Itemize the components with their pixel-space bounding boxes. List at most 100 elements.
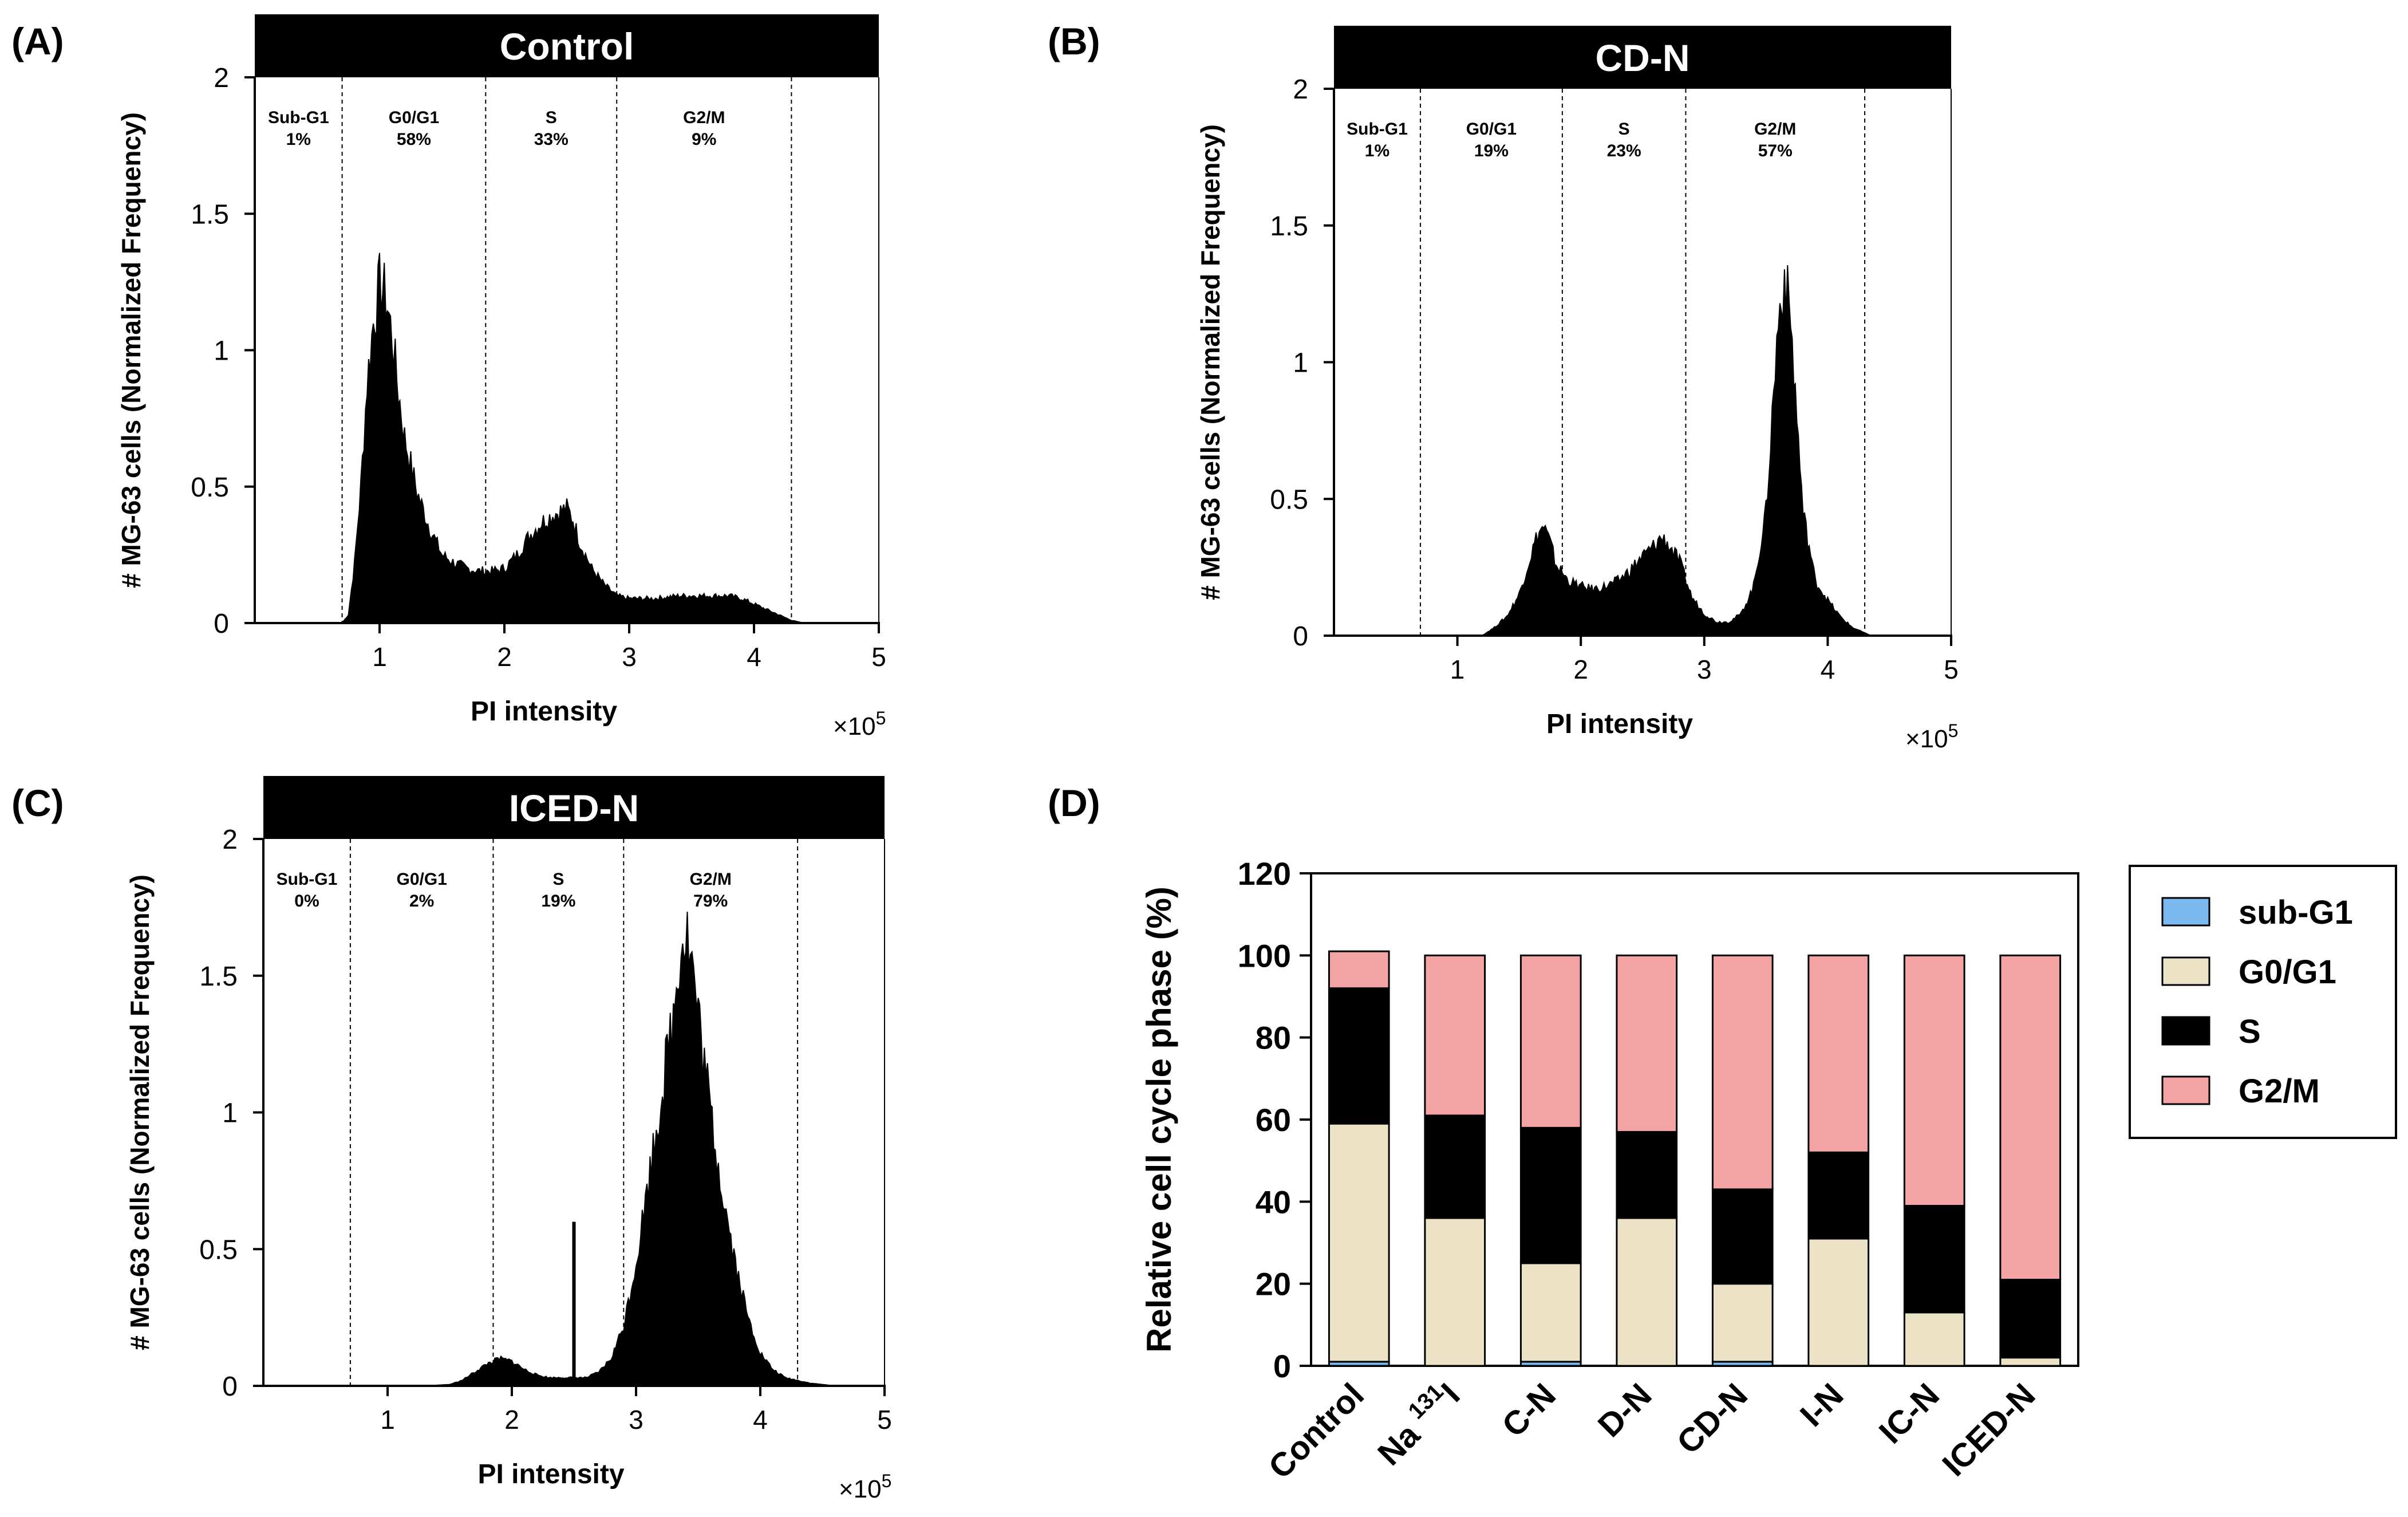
multiplier-base: ×10 bbox=[833, 712, 876, 740]
histogram-panel-b: (B) CD-N Sub-G1 1% G0/G1 19% S 23% G2/M 57% 0 0.5 1 1… bbox=[1048, 20, 1959, 753]
bar-g0-g1 bbox=[1999, 1357, 2062, 1367]
bar-s bbox=[1711, 1188, 1774, 1285]
phase-percent: 2% bbox=[409, 892, 434, 911]
y-axis-label: # MG-63 cells (Normalized Frequency) bbox=[1195, 124, 1225, 600]
multiplier-base: ×10 bbox=[1905, 725, 1948, 753]
phase-name: Sub-G1 bbox=[277, 870, 338, 889]
phase-percent: 1% bbox=[1365, 141, 1389, 160]
category-label-main: C-N bbox=[1495, 1376, 1563, 1444]
y-tick-label: 0.5 bbox=[191, 472, 229, 503]
bar-g2-m bbox=[1616, 954, 1678, 1133]
legend-swatch bbox=[2161, 897, 2210, 927]
y-tick-label: 1.5 bbox=[191, 199, 229, 230]
histogram-area bbox=[1334, 265, 1951, 636]
y-tick-label: 0 bbox=[1273, 1348, 1291, 1384]
phase-name: G2/M bbox=[690, 870, 732, 889]
y-tick-label: 0 bbox=[222, 1372, 238, 1402]
bar-g0-g1 bbox=[1807, 1238, 1870, 1367]
phase-name: G0/G1 bbox=[396, 870, 447, 889]
phase-percent: 79% bbox=[693, 892, 728, 911]
bar-s bbox=[1424, 1114, 1486, 1219]
y-tick-label: 0 bbox=[1293, 621, 1308, 652]
y-tick-label: 1.5 bbox=[1270, 211, 1308, 242]
panel-label: (D) bbox=[1048, 782, 1100, 824]
multiplier-exponent: 5 bbox=[882, 1471, 892, 1491]
y-tick-label: 20 bbox=[1256, 1266, 1291, 1302]
x-tick-label: 4 bbox=[753, 1405, 768, 1435]
phase-percent: 9% bbox=[692, 130, 716, 149]
category-label-main: I-N bbox=[1793, 1376, 1851, 1434]
multiplier-base: ×10 bbox=[839, 1475, 882, 1503]
bar-g2-m bbox=[1999, 954, 2062, 1281]
legend-label: S bbox=[2239, 1013, 2261, 1050]
bar-s bbox=[1519, 1126, 1582, 1264]
panel-label: (C) bbox=[11, 782, 64, 824]
y-axis-label: # MG-63 cells (Normalized Frequency) bbox=[116, 112, 146, 588]
bar-g0-g1 bbox=[1711, 1283, 1774, 1363]
y-tick-label: 80 bbox=[1256, 1020, 1291, 1056]
x-axis-label: PI intensity bbox=[471, 696, 617, 727]
x-axis-label: PI intensity bbox=[1546, 709, 1693, 739]
bar-s bbox=[1903, 1205, 1965, 1314]
legend-swatch bbox=[2161, 956, 2210, 986]
category-label-main: Control bbox=[1261, 1376, 1371, 1486]
y-tick-label: 60 bbox=[1256, 1102, 1291, 1138]
phase-percent: 57% bbox=[1758, 141, 1793, 160]
x-tick-label: 3 bbox=[622, 642, 637, 672]
x-tick-label: 4 bbox=[747, 642, 761, 672]
y-axis-label: # MG-63 cells (Normalized Frequency) bbox=[125, 874, 155, 1350]
x-multiplier: ×105 bbox=[839, 1471, 891, 1503]
category-label: Na 131I bbox=[1367, 1373, 1467, 1473]
phase-name: S bbox=[552, 870, 564, 889]
legend-label: G2/M bbox=[2239, 1073, 2320, 1110]
y-tick-label: 100 bbox=[1238, 937, 1291, 974]
bar-g2-m bbox=[1424, 954, 1486, 1117]
panel-title: CD-N bbox=[1596, 37, 1690, 79]
legend-label: sub-G1 bbox=[2239, 894, 2353, 931]
phase-percent: 23% bbox=[1607, 141, 1641, 160]
x-tick-label: 1 bbox=[372, 642, 387, 672]
category-label: IC-N bbox=[1872, 1376, 1947, 1451]
x-tick-label: 3 bbox=[1697, 655, 1712, 684]
y-tick-label: 1 bbox=[222, 1098, 238, 1129]
bar-g0-g1 bbox=[1519, 1262, 1582, 1363]
x-tick-label: 2 bbox=[1573, 655, 1588, 684]
panel-label: (B) bbox=[1048, 20, 1100, 62]
bar-s bbox=[1999, 1279, 2062, 1359]
legend-swatch bbox=[2161, 1016, 2210, 1046]
phase-percent: 58% bbox=[397, 130, 431, 149]
category-label: C-N bbox=[1495, 1376, 1563, 1444]
category-label-main: IC-N bbox=[1872, 1376, 1947, 1451]
title-bar bbox=[263, 776, 885, 839]
y-tick-label: 2 bbox=[214, 63, 229, 93]
x-tick-label: 5 bbox=[871, 642, 886, 672]
legend-swatch bbox=[2161, 1075, 2210, 1105]
y-tick-label: 0.5 bbox=[1270, 484, 1308, 515]
panel-title: ICED-N bbox=[509, 787, 639, 829]
y-axis-label: Relative cell cycle phase (%) bbox=[1140, 886, 1178, 1353]
x-tick-label: 5 bbox=[1944, 655, 1959, 684]
histogram-area bbox=[255, 253, 879, 624]
y-tick-label: 0.5 bbox=[199, 1235, 238, 1265]
x-tick-label: 5 bbox=[877, 1405, 892, 1435]
phase-percent: 19% bbox=[1474, 141, 1509, 160]
x-tick-label: 1 bbox=[1450, 655, 1465, 684]
phase-percent: 19% bbox=[541, 892, 575, 911]
stacked-bar-panel-d: (D) 0 20 40 60 80 100 120 Relative cell cycle ph… bbox=[1048, 782, 2397, 1486]
multiplier-exponent: 5 bbox=[1948, 720, 1959, 741]
phase-percent: 33% bbox=[534, 130, 569, 149]
y-tick-label: 120 bbox=[1238, 856, 1291, 892]
x-tick-label: 1 bbox=[380, 1405, 395, 1435]
y-tick-label: 1 bbox=[214, 336, 229, 367]
x-axis-label: PI intensity bbox=[477, 1459, 624, 1490]
bar-g0-g1 bbox=[1424, 1217, 1486, 1367]
bar-g2-m bbox=[1807, 954, 1870, 1153]
phase-name: G0/G1 bbox=[389, 108, 439, 127]
panel-title: Control bbox=[500, 25, 634, 68]
histogram-panel-a: (A) Control Sub-G1 1% G0/G1 58% S 33% G2/M 9% 0 0.5… bbox=[11, 14, 886, 740]
bar-s bbox=[1328, 987, 1390, 1125]
title-bar bbox=[1334, 26, 1951, 89]
bar-g2-m bbox=[1328, 950, 1390, 990]
bar-g2-m bbox=[1519, 954, 1582, 1129]
phase-percent: 0% bbox=[294, 892, 319, 911]
